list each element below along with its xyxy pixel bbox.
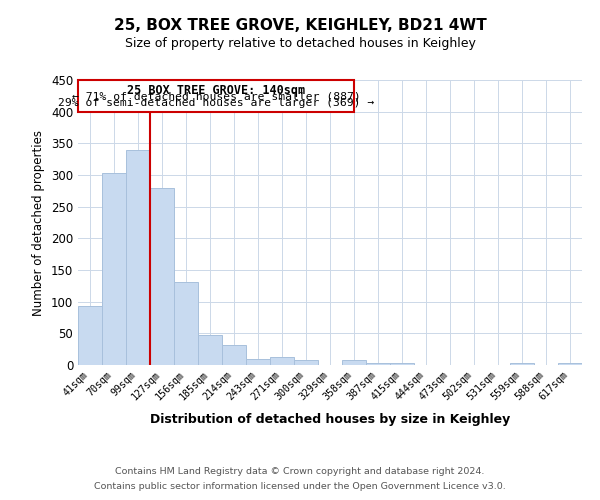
Bar <box>78 80 354 112</box>
Text: Contains public sector information licensed under the Open Government Licence v3: Contains public sector information licen… <box>94 482 506 491</box>
Bar <box>126 150 150 365</box>
Bar <box>198 335 222 365</box>
Bar <box>366 363 390 365</box>
Text: 29% of semi-detached houses are larger (369) →: 29% of semi-detached houses are larger (… <box>58 98 374 108</box>
Y-axis label: Number of detached properties: Number of detached properties <box>32 130 46 316</box>
Bar <box>558 363 582 365</box>
X-axis label: Distribution of detached houses by size in Keighley: Distribution of detached houses by size … <box>150 414 510 426</box>
Text: ← 71% of detached houses are smaller (887): ← 71% of detached houses are smaller (88… <box>71 92 361 102</box>
Bar <box>174 282 198 365</box>
Bar <box>78 306 102 365</box>
Bar <box>246 358 270 365</box>
Bar <box>150 188 174 365</box>
Bar <box>342 360 366 365</box>
Bar <box>270 357 294 365</box>
Text: Size of property relative to detached houses in Keighley: Size of property relative to detached ho… <box>125 38 475 51</box>
Bar <box>510 363 534 365</box>
Bar <box>294 360 318 365</box>
Text: Contains HM Land Registry data © Crown copyright and database right 2024.: Contains HM Land Registry data © Crown c… <box>115 467 485 476</box>
Text: 25 BOX TREE GROVE: 140sqm: 25 BOX TREE GROVE: 140sqm <box>127 84 305 98</box>
Text: 25, BOX TREE GROVE, KEIGHLEY, BD21 4WT: 25, BOX TREE GROVE, KEIGHLEY, BD21 4WT <box>113 18 487 32</box>
Bar <box>102 173 126 365</box>
Bar <box>222 346 246 365</box>
Bar <box>390 363 414 365</box>
